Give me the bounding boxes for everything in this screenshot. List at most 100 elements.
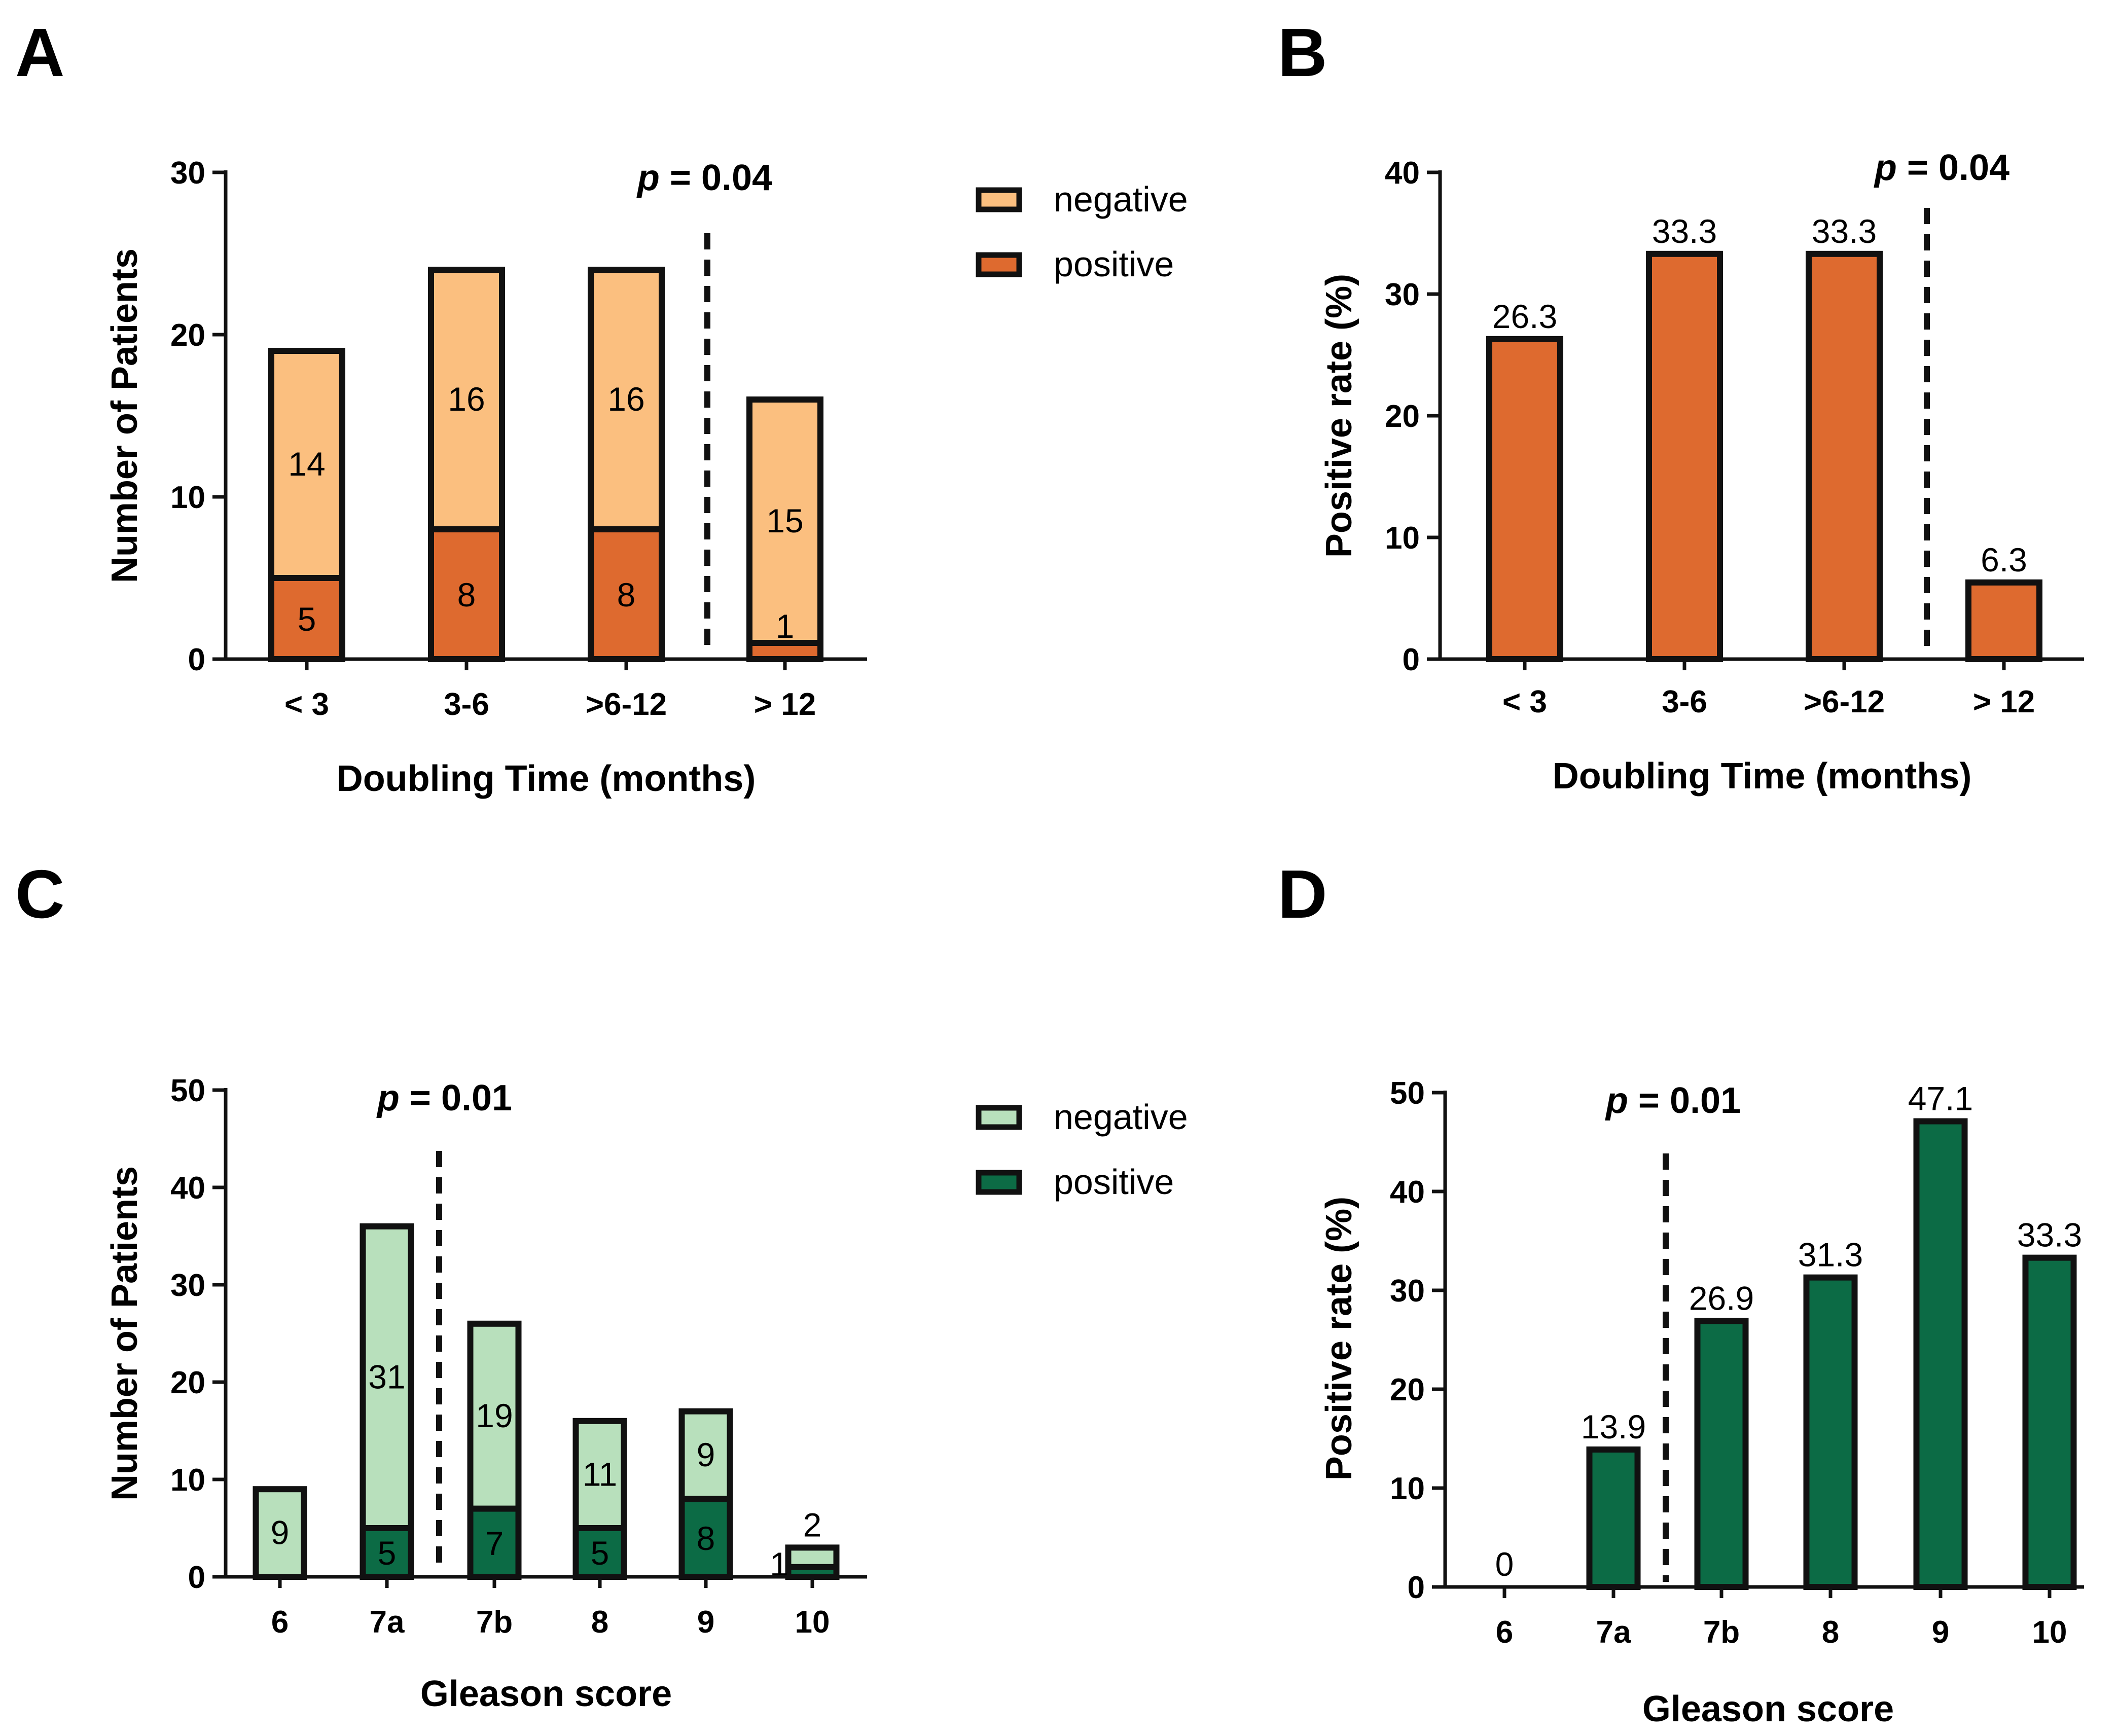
bar <box>1694 1318 1749 1590</box>
y-tick-label: 10 <box>1390 1471 1425 1506</box>
x-tick-label: 9 <box>697 1605 714 1640</box>
y-tick-label: 30 <box>170 156 205 191</box>
x-axis-title: Gleason score <box>420 1674 672 1714</box>
y-tick-label: 40 <box>1385 156 1420 191</box>
bar-label-negative: 15 <box>766 502 803 539</box>
bar-label-negative: 2 <box>803 1506 822 1543</box>
panel-letter: D <box>1278 856 1327 932</box>
x-tick-label: 6 <box>271 1605 289 1640</box>
bar <box>1965 579 2042 663</box>
y-tick-label: 30 <box>1385 277 1420 312</box>
x-tick-label: > 12 <box>754 687 816 722</box>
bar-label-negative: 14 <box>288 445 325 483</box>
y-axis-title: Positive rate (%) <box>1319 274 1359 558</box>
panel-letter: B <box>1278 14 1327 91</box>
bar-positive <box>746 640 823 662</box>
x-axis-title: Doubling Time (months) <box>1553 756 1972 797</box>
bar <box>1806 250 1883 662</box>
y-tick-label: 20 <box>170 318 205 353</box>
legend-label-negative: negative <box>1054 1097 1188 1137</box>
bar-positive <box>588 526 665 662</box>
bar-label-positive: 7 <box>485 1525 504 1562</box>
p-value-annotation: p = 0.01 <box>1605 1080 1741 1121</box>
x-axis-title: Gleason score <box>1642 1689 1894 1729</box>
x-axis-title: Doubling Time (months) <box>337 758 756 799</box>
bar-negative <box>253 1486 307 1580</box>
bar-positive <box>428 526 505 662</box>
y-tick-label: 50 <box>170 1073 205 1108</box>
bar-label-positive: 5 <box>298 600 316 638</box>
legend-label-positive: positive <box>1054 244 1174 284</box>
bar-data-label: 47.1 <box>1908 1080 1973 1117</box>
legend-swatch-positive <box>976 1170 1022 1195</box>
y-tick-label: 10 <box>170 480 205 515</box>
x-tick-label: >6-12 <box>1804 684 1885 719</box>
x-tick-label: 8 <box>591 1605 608 1640</box>
legend: negative positive <box>976 179 1188 284</box>
x-tick-label: 7a <box>370 1605 405 1640</box>
p-value: = 0.01 <box>400 1078 512 1118</box>
y-tick-label: 0 <box>188 642 205 677</box>
panel-letter: A <box>15 14 65 91</box>
panel-letter: C <box>15 856 65 932</box>
legend-label-negative: negative <box>1054 179 1188 219</box>
bar-positive <box>268 575 345 662</box>
x-tick-label: 8 <box>1822 1615 1839 1650</box>
p-value: = 0.04 <box>660 158 772 198</box>
p-value-annotation: p = 0.01 <box>376 1078 512 1118</box>
x-tick-label: 6 <box>1496 1615 1513 1650</box>
panel-b: B 26.3 33.3 33.3 6.3 < 3 3-6 >6-12 > 12 0 10 20 30 40… <box>1278 14 2084 797</box>
x-tick-label: >6-12 <box>586 687 667 722</box>
y-tick-label: 0 <box>1408 1570 1425 1605</box>
bar <box>1486 336 1563 662</box>
bar-data-label: 26.9 <box>1689 1279 1754 1317</box>
bar-label-positive: 8 <box>697 1520 715 1557</box>
y-tick-label: 20 <box>170 1365 205 1400</box>
bar <box>1803 1274 1858 1590</box>
bars: 0 13.9 26.9 31.3 47.1 33.3 <box>1495 1080 2082 1590</box>
p-value-annotation: p = 0.04 <box>1874 148 2009 188</box>
y-axis-title: Number of Patients <box>104 248 145 583</box>
p-symbol: p <box>1605 1080 1628 1121</box>
bar <box>1913 1118 1968 1590</box>
p-symbol: p <box>1874 148 1897 188</box>
y-tick-label: 10 <box>170 1463 205 1498</box>
x-tick-label: 9 <box>1932 1615 1949 1650</box>
bar-label-positive: 8 <box>457 576 476 613</box>
bar-negative <box>746 396 823 662</box>
x-tick-label: 7b <box>476 1605 513 1640</box>
bar-label-positive: 8 <box>617 576 636 613</box>
bar-data-label: 0 <box>1495 1545 1514 1583</box>
y-axis-title: Number of Patients <box>104 1166 145 1501</box>
y-tick-label: 30 <box>1390 1274 1425 1309</box>
legend: negative positive <box>976 1097 1188 1202</box>
legend-label-positive: positive <box>1054 1162 1174 1202</box>
bar <box>1586 1446 1641 1590</box>
x-tick-label: < 3 <box>284 687 329 722</box>
x-tick-label: 10 <box>795 1605 830 1640</box>
p-value-annotation: p = 0.04 <box>636 158 772 198</box>
bar-label-negative: 19 <box>476 1397 513 1434</box>
legend-swatch-negative <box>976 1105 1022 1130</box>
x-tick-label: < 3 <box>1502 684 1547 719</box>
bar-label-positive: 5 <box>591 1534 609 1572</box>
bar-label-negative: 16 <box>607 380 644 418</box>
bar-data-label: 33.3 <box>1652 212 1717 250</box>
panel-d: D 0 13.9 26.9 31.3 47.1 33.3 6 7a 7b 8 9 10 0 10 20 30 40… <box>1278 856 2084 1729</box>
bar-label-negative: 9 <box>697 1436 715 1473</box>
legend-swatch-positive <box>976 252 1022 277</box>
y-tick-label: 0 <box>1403 642 1420 677</box>
bar-data-label: 31.3 <box>1798 1236 1863 1274</box>
y-tick-label: 20 <box>1385 399 1420 434</box>
legend-swatch-negative <box>976 187 1022 212</box>
y-axis-title: Positive rate (%) <box>1319 1197 1359 1480</box>
y-tick-label: 40 <box>170 1171 205 1206</box>
x-tick-label: > 12 <box>1973 684 2035 719</box>
bar <box>2022 1254 2077 1590</box>
bar-label-positive: 5 <box>378 1534 397 1572</box>
bars: 26.3 33.3 33.3 6.3 <box>1486 212 2042 663</box>
bar-data-label: 26.3 <box>1492 298 1557 335</box>
bar-label-negative: 16 <box>448 380 485 418</box>
